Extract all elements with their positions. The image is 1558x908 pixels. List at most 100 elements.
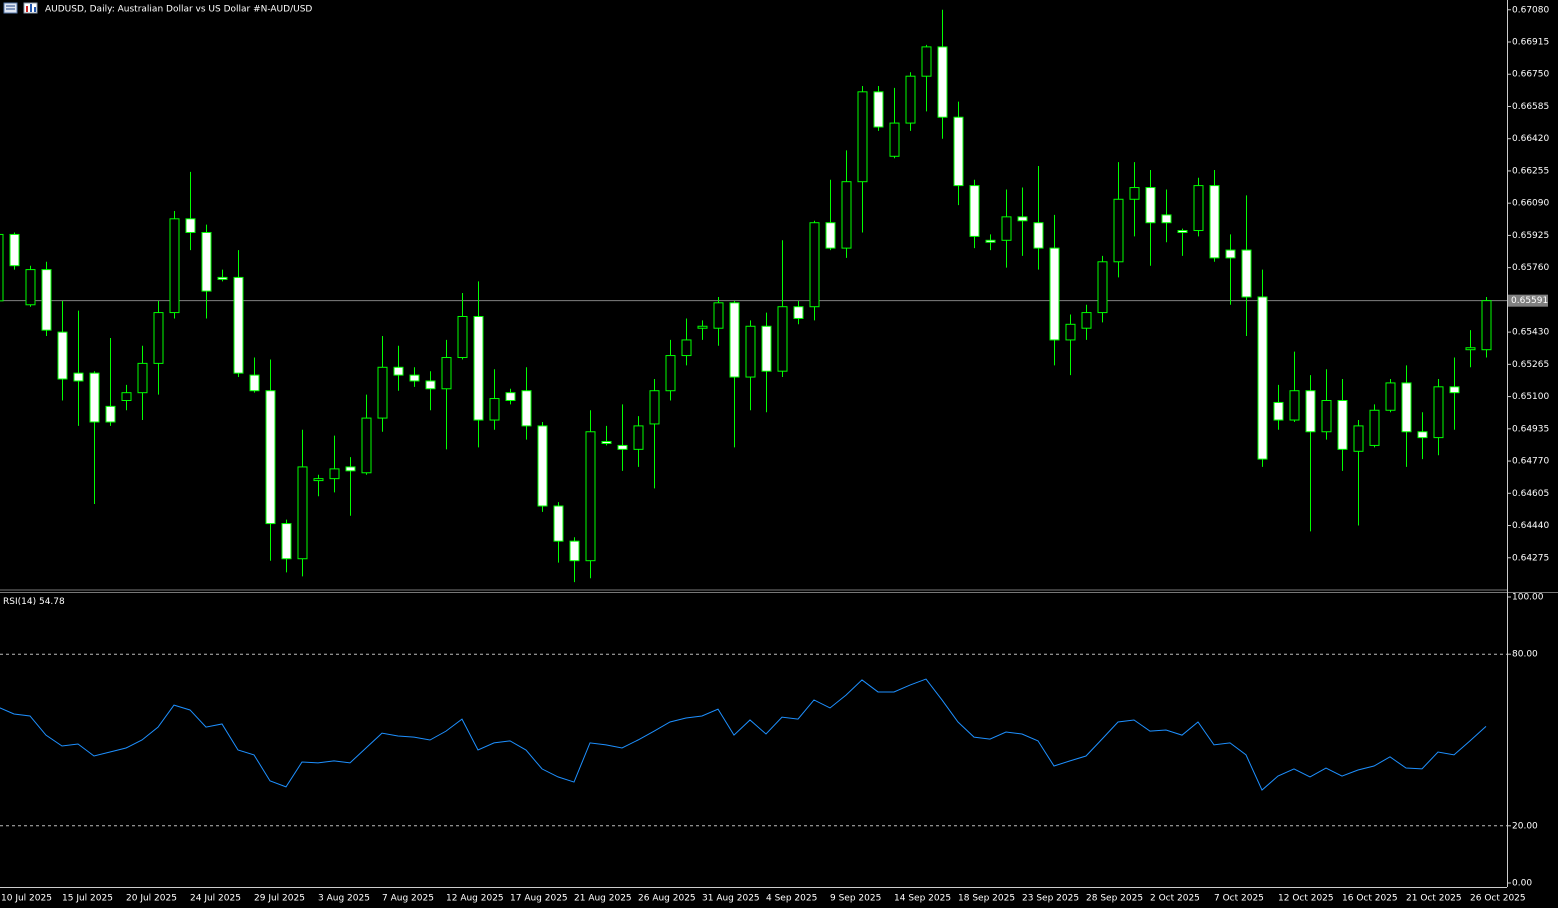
x-tick-label: 20 Jul 2025 xyxy=(126,894,177,904)
candle-body xyxy=(1289,390,1300,421)
candle-body xyxy=(713,302,724,329)
candle-body xyxy=(1001,216,1012,241)
x-tick-label: 10 Jul 2025 xyxy=(1,894,52,904)
y-tick-label: 0.64605 xyxy=(1512,489,1549,499)
candle-body xyxy=(681,339,692,357)
y-tick-label: 20.00 xyxy=(1512,821,1538,831)
candle-body xyxy=(1145,187,1156,224)
candle-body xyxy=(633,425,644,450)
candle-body xyxy=(553,505,564,542)
candle-body xyxy=(953,116,964,187)
candle-body xyxy=(1305,390,1316,433)
candle-body xyxy=(617,444,628,450)
candle-body xyxy=(73,372,84,382)
candle-body xyxy=(729,302,740,378)
candle-body xyxy=(1065,323,1076,341)
icon-bar xyxy=(34,7,36,12)
candle-body xyxy=(297,466,308,560)
y-tick-label: 0.66090 xyxy=(1512,199,1549,209)
candle-body xyxy=(1257,296,1268,460)
x-tick-label: 14 Sep 2025 xyxy=(894,894,951,904)
candle-body xyxy=(1401,382,1412,433)
candle-body xyxy=(537,425,548,507)
y-tick-label: 0.66915 xyxy=(1512,38,1549,48)
candle-body xyxy=(457,315,468,359)
candle-body xyxy=(569,540,580,562)
candle-body xyxy=(217,276,228,280)
x-tick-label: 16 Oct 2025 xyxy=(1342,894,1398,904)
candles xyxy=(0,9,1492,583)
y-tick-label: 100.00 xyxy=(1512,593,1544,603)
x-tick-label: 29 Jul 2025 xyxy=(254,894,305,904)
candle-body xyxy=(313,478,324,482)
y-tick-label: 80.00 xyxy=(1512,650,1538,660)
candle-body xyxy=(1209,185,1220,259)
candle-body xyxy=(409,374,420,382)
candle-body xyxy=(1449,386,1460,394)
y-tick-label: 0.64935 xyxy=(1512,424,1549,434)
y-tick-label: 0.00 xyxy=(1512,878,1532,888)
y-tick-label: 0.66585 xyxy=(1512,102,1549,112)
x-tick-label: 24 Jul 2025 xyxy=(190,894,241,904)
candle-body xyxy=(9,233,20,267)
candle-body xyxy=(1353,425,1364,452)
y-tick-label: 0.64275 xyxy=(1512,553,1549,563)
x-tick-label: 3 Aug 2025 xyxy=(318,894,370,904)
candle-body xyxy=(1241,249,1252,298)
candle-body xyxy=(441,357,452,390)
y-tick-label: 0.65265 xyxy=(1512,360,1549,370)
candle-body xyxy=(1273,401,1284,421)
candle-body xyxy=(121,392,132,401)
candle-body xyxy=(377,366,388,419)
candle-body xyxy=(425,380,436,390)
candle-body xyxy=(1113,198,1124,263)
x-tick-label: 12 Oct 2025 xyxy=(1278,894,1334,904)
candle-body xyxy=(489,398,500,421)
candle-body xyxy=(1177,230,1188,233)
y-tick-label: 0.64770 xyxy=(1512,457,1549,467)
x-tick-label: 17 Aug 2025 xyxy=(510,894,568,904)
candle-body xyxy=(329,468,340,480)
candle-body xyxy=(393,366,404,376)
candle-body xyxy=(873,91,884,128)
candle-body xyxy=(921,46,932,77)
candle-body xyxy=(169,218,180,314)
y-tick-label: 0.64440 xyxy=(1512,521,1549,531)
current-price-box xyxy=(1508,294,1548,307)
candle-body xyxy=(505,392,516,401)
current-price-label: 0.65591 xyxy=(1511,296,1548,306)
candle-body xyxy=(1321,399,1332,433)
y-tick-label: 0.66420 xyxy=(1512,134,1549,144)
candle-body xyxy=(105,405,116,423)
candle-body xyxy=(185,218,196,233)
x-tick-label: 2 Oct 2025 xyxy=(1150,894,1200,904)
candle-body xyxy=(857,91,868,183)
x-tick-label: 15 Jul 2025 xyxy=(62,894,113,904)
rsi-line xyxy=(0,678,1487,791)
candle-body xyxy=(1225,249,1236,259)
candle-body xyxy=(233,276,244,374)
x-tick-label: 26 Aug 2025 xyxy=(638,894,696,904)
candle-body xyxy=(41,269,52,331)
x-tick-label: 12 Aug 2025 xyxy=(446,894,504,904)
x-tick-label: 28 Sep 2025 xyxy=(1086,894,1143,904)
candle-body xyxy=(697,325,708,329)
candle-body xyxy=(969,185,980,237)
indicator-label: RSI(14) 54.78 xyxy=(3,597,65,607)
candle-body xyxy=(1097,261,1108,314)
y-tick-label: 0.65925 xyxy=(1512,231,1549,241)
candle-body xyxy=(1369,409,1380,446)
candle-body xyxy=(1481,300,1492,351)
x-tick-label: 18 Sep 2025 xyxy=(958,894,1015,904)
candle-body xyxy=(761,325,772,372)
candle-body xyxy=(841,181,852,249)
candle-body xyxy=(137,362,148,394)
candle-body xyxy=(825,222,836,249)
x-tick-label: 7 Aug 2025 xyxy=(382,894,434,904)
y-tick-label: 0.65430 xyxy=(1512,328,1549,338)
candle-body xyxy=(1161,214,1172,224)
y-tick-label: 0.65100 xyxy=(1512,392,1549,402)
icon-bar xyxy=(26,6,28,12)
